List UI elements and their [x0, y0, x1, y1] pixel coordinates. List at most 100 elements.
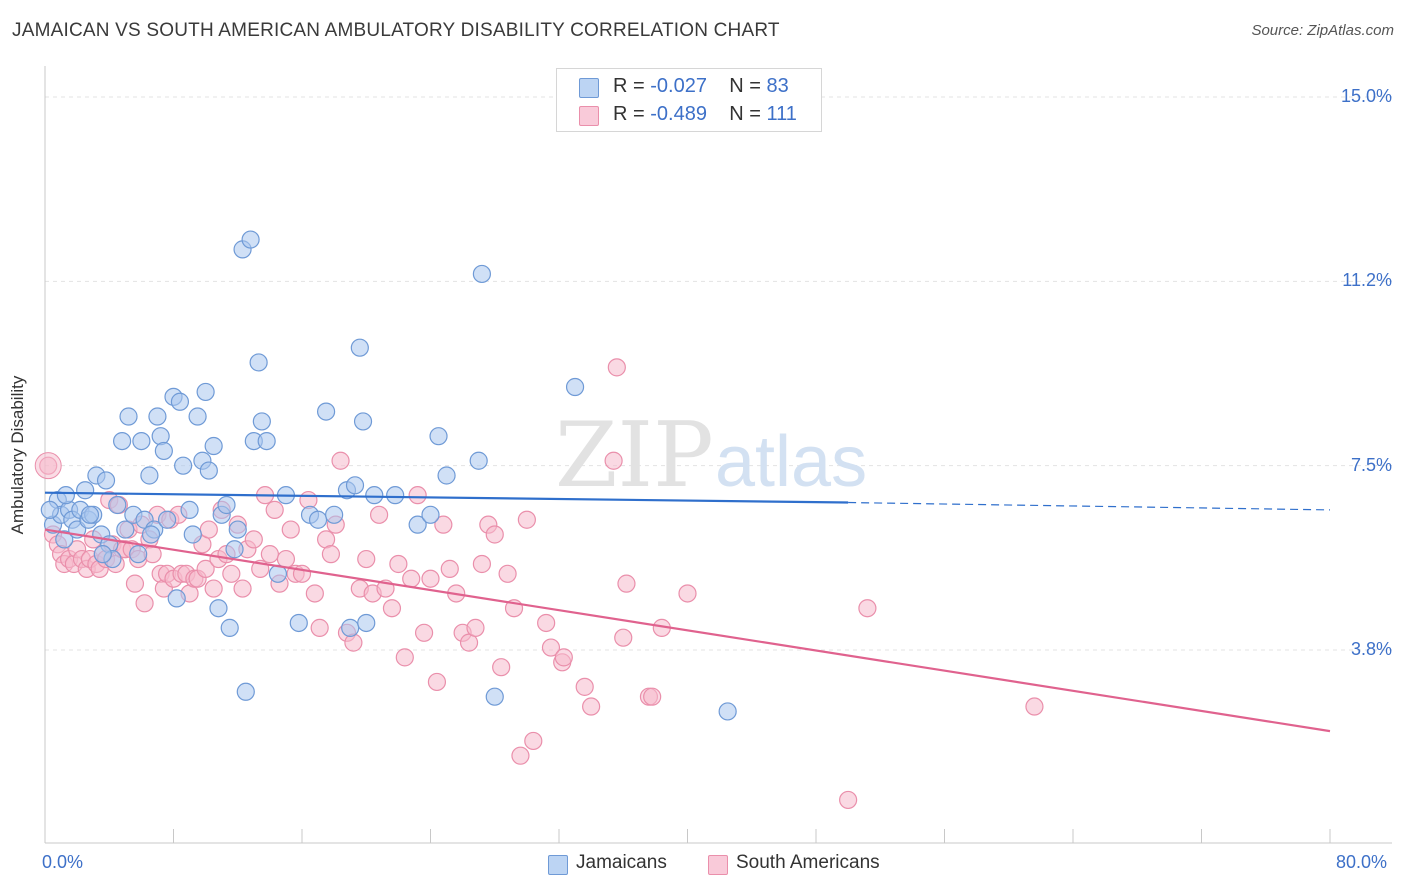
- legend-r-label: R =: [613, 75, 645, 97]
- watermark-zip: ZIP: [555, 403, 714, 508]
- y-tick-label-2: 7.5%: [1350, 454, 1392, 475]
- jamaican-point-38: [196, 382, 215, 402]
- legend-n-label: N =: [729, 75, 761, 97]
- jamaican-point-51: [249, 353, 268, 372]
- jamaican-point-66: [357, 613, 376, 633]
- south-american-point-106: [607, 358, 626, 377]
- jamaican-point-81: [93, 545, 112, 564]
- south-american-point-75: [370, 505, 389, 524]
- y-tick-label-3: 3.8%: [1350, 639, 1392, 659]
- south-american-point-49: [222, 564, 241, 583]
- jamaican-point-74: [472, 264, 491, 284]
- south-american-point-113: [1025, 697, 1044, 716]
- south-american-point-27: [135, 594, 154, 613]
- legend-r-value: -0.489: [650, 103, 707, 125]
- bottom-swatch-blue: [548, 855, 568, 875]
- y-tick-label-0: 15.0%: [1340, 86, 1392, 106]
- jamaican-point-58: [308, 510, 328, 529]
- south-american-point-57: [265, 500, 284, 520]
- south-american-point-91: [472, 554, 491, 574]
- jamaican-point-65: [350, 338, 369, 357]
- jamaican-point-63: [345, 476, 365, 495]
- south-american-point-110: [678, 584, 697, 603]
- jamaican-point-76: [565, 377, 585, 397]
- south-american-point-103: [575, 677, 594, 696]
- south-american-point-104: [582, 697, 601, 716]
- south-americans-points: [34, 358, 1044, 810]
- legend-text-pink: R = -0.489 N = 111: [613, 103, 797, 126]
- jamaican-point-67: [365, 486, 384, 505]
- jamaican-point-21: [129, 545, 148, 564]
- jamaican-point-78: [40, 500, 59, 520]
- chart-title: JAMAICAN VS SOUTH AMERICAN AMBULATORY DI…: [12, 20, 780, 41]
- south-american-point-69: [331, 451, 350, 470]
- jamaican-point-73: [469, 451, 488, 470]
- trend-lines: [44, 491, 1331, 733]
- correlation-legend: R = -0.027 N = 83 R = -0.489 N = 111: [556, 68, 822, 132]
- legend-r-value: -0.027: [650, 75, 707, 97]
- jamaican-point-19: [119, 407, 138, 426]
- jamaican-point-18: [116, 520, 135, 539]
- jamaican-point-62: [341, 618, 360, 637]
- jamaican-point-26: [148, 407, 167, 426]
- south-american-point-84: [427, 672, 447, 692]
- south-american-point-43: [196, 559, 215, 578]
- south-american-point-94: [492, 658, 511, 677]
- south-american-point-71: [344, 633, 363, 652]
- south-american-point-73: [357, 549, 376, 569]
- jamaican-point-49: [241, 230, 260, 249]
- jamaican-point-64: [353, 412, 373, 431]
- south-american-point-116: [614, 628, 633, 647]
- jamaican-point-22: [132, 431, 151, 451]
- grid-lines: [45, 96, 1392, 651]
- legend-n-value: 83: [766, 75, 789, 97]
- jamaican-point-75: [485, 687, 504, 706]
- legend-swatch-pink: [579, 106, 599, 126]
- jamaican-point-36: [188, 407, 207, 426]
- south-american-edge-point: [34, 452, 62, 480]
- jamaican-point-33: [174, 456, 193, 475]
- y-tick-label-1: 11.2%: [1342, 270, 1392, 291]
- south-american-point-67: [321, 545, 341, 564]
- jamaican-point-71: [429, 427, 448, 446]
- watermark: ZIP atlas: [555, 403, 867, 508]
- jamaican-point-3: [55, 530, 74, 549]
- legend-r-label: R =: [613, 103, 645, 125]
- jamaicans-points: [40, 230, 737, 721]
- jamaican-point-59: [316, 402, 336, 421]
- south-american-point-105: [604, 451, 623, 470]
- jamaican-point-53: [257, 431, 276, 451]
- south-american-point-45: [204, 579, 223, 598]
- jamaican-point-69: [408, 515, 427, 534]
- jamaican-point-77: [718, 702, 737, 721]
- south-american-point-86: [440, 559, 459, 578]
- jamaican-point-82: [141, 525, 161, 544]
- south-american-point-85: [434, 515, 453, 534]
- watermark-atlas: atlas: [715, 422, 867, 502]
- jamaican-point-52: [252, 412, 271, 431]
- south-american-point-65: [310, 618, 329, 637]
- south-american-point-80: [402, 569, 421, 588]
- jamaicans-trend-line: [44, 491, 849, 504]
- jamaican-point-29: [157, 510, 177, 529]
- south-american-point-101: [541, 638, 561, 657]
- south-american-point-64: [305, 584, 324, 603]
- jamaican-point-16: [108, 495, 127, 515]
- south-american-point-78: [389, 554, 408, 574]
- south-american-point-79: [395, 648, 414, 667]
- jamaican-point-72: [437, 466, 456, 485]
- source-label: Source: ZipAtlas.com: [1251, 22, 1394, 39]
- south-american-point-93: [485, 525, 504, 544]
- south-american-point-90: [466, 618, 485, 637]
- jamaican-point-24: [140, 466, 159, 485]
- south-american-point-114: [554, 648, 573, 667]
- jamaican-point-56: [289, 613, 308, 633]
- south-american-point-60: [281, 520, 300, 539]
- jamaican-point-44: [220, 618, 239, 637]
- south-american-point-53: [244, 530, 263, 549]
- jamaican-point-79: [56, 486, 75, 505]
- south-american-point-98: [517, 510, 536, 529]
- south-american-point-83: [421, 569, 440, 588]
- jamaican-point-68: [386, 486, 405, 505]
